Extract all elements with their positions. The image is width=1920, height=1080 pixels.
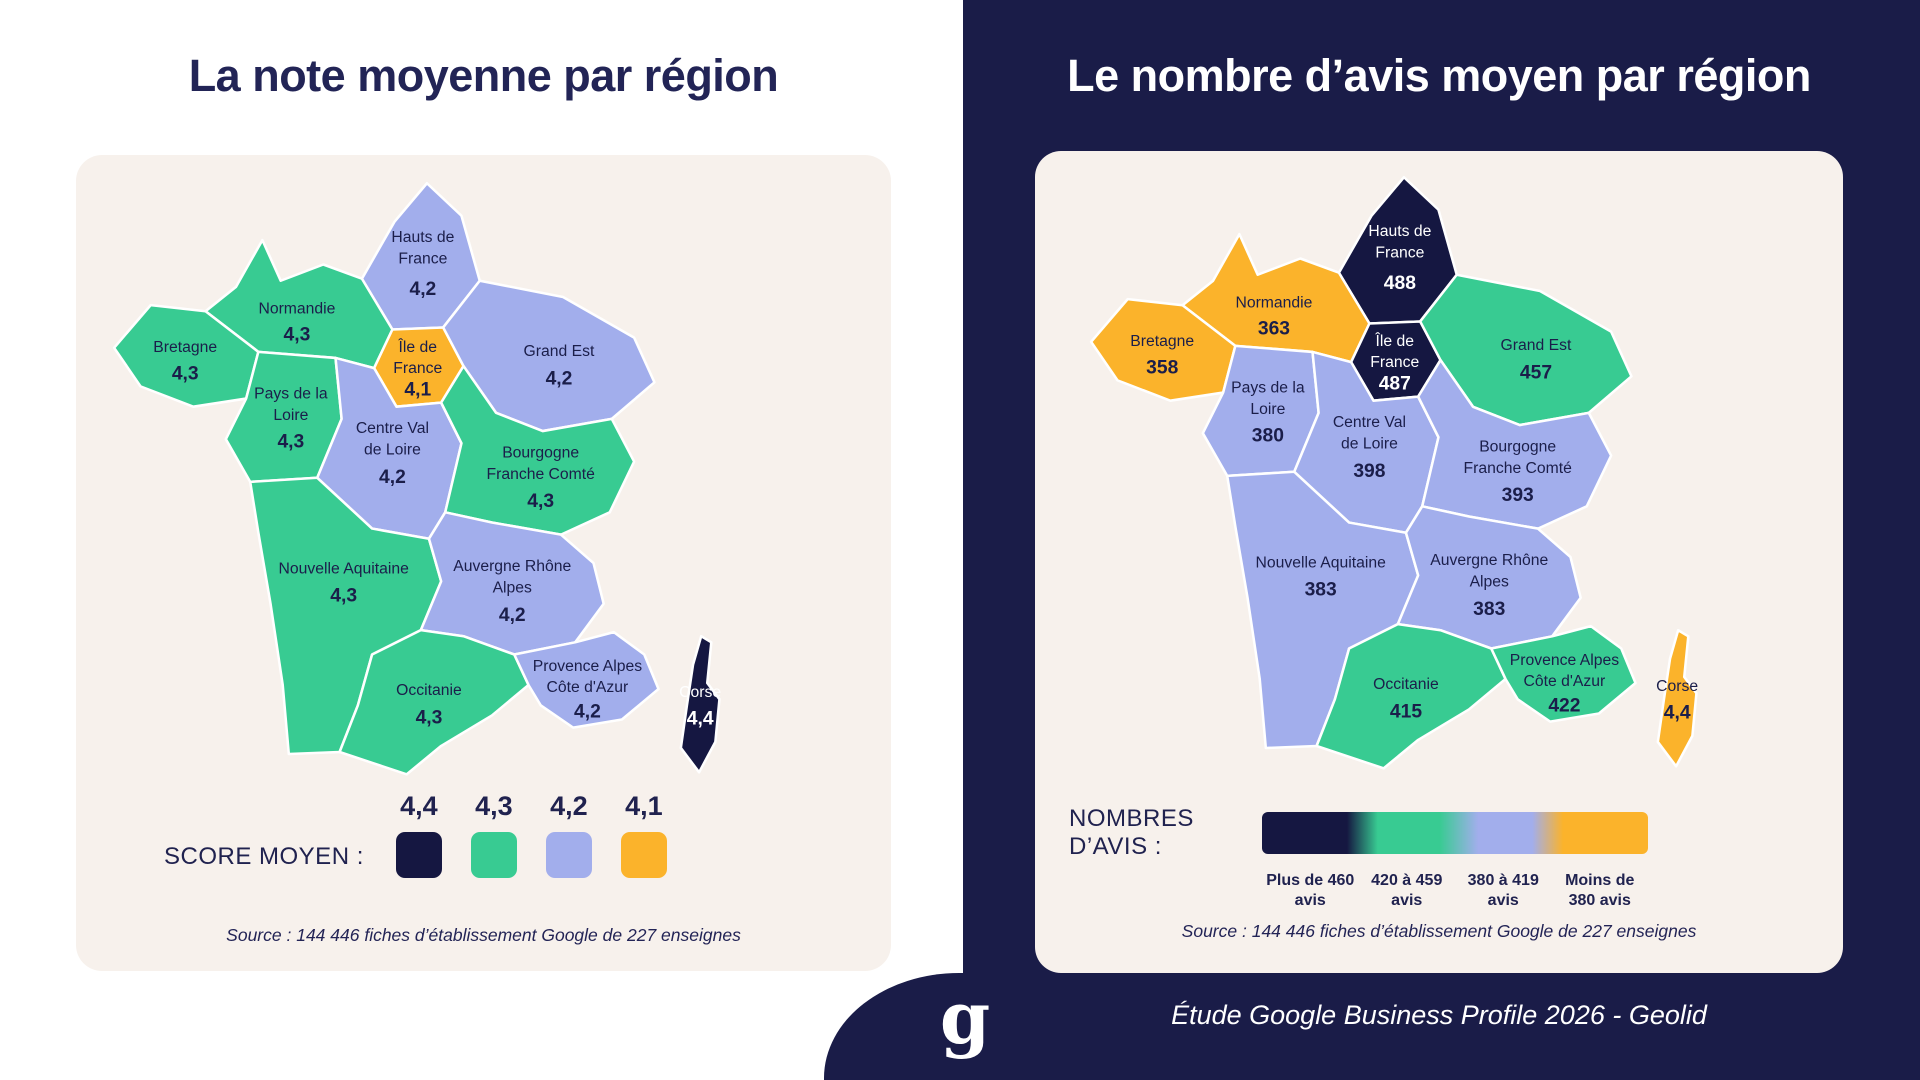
region-label-occitanie: Occitanie 4,3 xyxy=(396,682,462,728)
score-legend-value: 4,1 xyxy=(625,791,663,821)
score-legend-swatch-periwinkle xyxy=(545,832,592,878)
score-legend-swatch-green xyxy=(470,832,517,878)
reviews-map-card: Hauts de France 488 Normandie 363 Île de Franc… xyxy=(1035,151,1843,973)
score-legend: SCORE MOYEN : 4,4 4,3 4,2 4,1 xyxy=(164,791,696,878)
right-source-note: Source : 144 446 fiches d’établissement … xyxy=(1181,921,1697,941)
reviews-legend-tick: 380 à 419 avis xyxy=(1467,872,1539,909)
region-bfc xyxy=(1416,358,1613,530)
region-label-hdf: Hauts de France 488 xyxy=(1368,223,1431,294)
region-label-occitanie: Occitanie 415 xyxy=(1373,676,1439,722)
reviews-legend-tick: Plus de 460 avis xyxy=(1266,872,1355,909)
region-label-normandie: Normandie 363 xyxy=(1235,294,1312,339)
region-occitanie xyxy=(338,628,530,776)
score-legend-item: 4,1 xyxy=(620,791,667,878)
region-label-grand_est: Grand Est 457 xyxy=(1501,337,1572,383)
region-label-paca: Provence Alpes Côte d'Azur 422 xyxy=(1510,652,1619,717)
right-title: Le nombre d’avis moyen par région xyxy=(1067,50,1811,101)
region-label-pdl: Pays de la Loire 4,3 xyxy=(254,386,328,453)
region-paca xyxy=(513,630,660,729)
region-aura xyxy=(419,511,605,656)
reviews-legend-ticks: Plus de 460 avis 420 à 459 avis 380 à 419 avi… xyxy=(1262,871,1648,911)
left-source-note: Source : 144 446 fiches d’établissement … xyxy=(226,925,741,945)
footer-credit: Étude Google Business Profile 2026 - Geo… xyxy=(1171,1000,1707,1030)
reviews-legend: NOMBRES D’AVIS : Plus de 460 avis 420 à 45… xyxy=(1069,805,1809,911)
left-title: La note moyenne par région xyxy=(188,50,779,101)
reviews-legend-label: NOMBRES D’AVIS : xyxy=(1069,805,1194,860)
reviews-legend-tick: 420 à 459 avis xyxy=(1371,872,1443,909)
region-label-grand_est: Grand Est 4,2 xyxy=(524,343,595,389)
region-aura xyxy=(1396,505,1582,650)
region-label-aura: Auvergne Rhône Alpes 383 xyxy=(1430,552,1548,620)
region-label-normandie: Normandie 4,3 xyxy=(258,300,335,345)
score-legend-swatch-orange xyxy=(620,832,667,878)
region-label-bfc: Bourgogne Franche Comté 4,3 xyxy=(486,444,595,512)
region-label-idf: Île de France 487 xyxy=(1370,331,1419,395)
score-legend-value: 4,4 xyxy=(400,791,438,821)
geolid-logo: g xyxy=(939,975,991,1060)
score-legend-item: 4,3 xyxy=(470,791,517,878)
score-legend-items: 4,4 4,3 4,2 4,1 xyxy=(395,791,696,878)
region-occitanie xyxy=(1315,622,1507,770)
france-map-reviews: Hauts de France 488 Normandie 363 Île de Franc… xyxy=(1089,175,1698,770)
score-legend-value: 4,3 xyxy=(475,791,513,821)
region-label-aura: Auvergne Rhône Alpes 4,2 xyxy=(453,558,571,626)
region-bfc xyxy=(439,364,636,536)
region-paca xyxy=(1490,624,1637,723)
region-label-cvl: Centre Val de Loire 398 xyxy=(1333,414,1406,482)
region-corse xyxy=(1656,628,1698,768)
region-label-pdl: Pays de la Loire 380 xyxy=(1231,380,1305,447)
score-legend-item: 4,2 xyxy=(545,791,592,878)
region-label-bfc: Bourgogne Franche Comté 393 xyxy=(1463,438,1572,506)
region-label-corse: Corse 4,4 xyxy=(679,684,721,729)
region-label-hdf: Hauts de France 4,2 xyxy=(391,229,454,300)
score-legend-value: 4,2 xyxy=(550,791,588,821)
france-map-score: Hauts de France 4,2 Normandie 4,3 Île de Franc… xyxy=(112,181,721,776)
region-label-bretagne: Bretagne 358 xyxy=(1130,333,1194,378)
region-label-paca: Provence Alpes Côte d'Azur 4,2 xyxy=(533,658,642,723)
score-legend-label: SCORE MOYEN : xyxy=(164,843,364,870)
region-label-na: Nouvelle Aquitaine 383 xyxy=(1255,554,1386,600)
score-legend-item: 4,4 xyxy=(395,791,442,878)
region-label-idf: Île de France 4,1 xyxy=(393,337,442,401)
region-label-cvl: Centre Val de Loire 4,2 xyxy=(356,420,429,488)
score-legend-swatch-navy xyxy=(395,832,442,878)
region-label-corse: Corse 4,4 xyxy=(1656,678,1698,723)
region-label-na: Nouvelle Aquitaine 4,3 xyxy=(278,560,409,606)
score-map-card: Hauts de France 4,2 Normandie 4,3 Île de Franc… xyxy=(76,155,891,971)
reviews-gradient-bar xyxy=(1262,812,1648,854)
region-label-bretagne: Bretagne 4,3 xyxy=(153,339,217,384)
reviews-legend-tick: Moins de 380 avis xyxy=(1565,872,1635,909)
region-corse xyxy=(679,634,721,774)
